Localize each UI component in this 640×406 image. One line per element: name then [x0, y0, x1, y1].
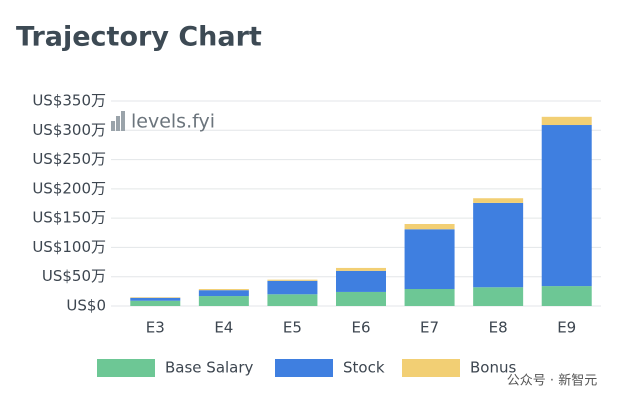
y-tick-label: US$350万	[32, 92, 106, 110]
bar-segment	[130, 297, 181, 301]
x-tick-label: E3	[146, 319, 165, 337]
y-tick-label: US$150万	[32, 209, 106, 227]
legend-label: Stock	[343, 359, 385, 377]
y-tick-label: US$50万	[42, 267, 106, 285]
legend-swatch	[275, 359, 333, 377]
y-tick-label: US$250万	[32, 150, 106, 168]
chart-title: Trajectory Chart	[16, 22, 262, 53]
bar-segment	[404, 229, 455, 290]
y-tick-label: US$300万	[32, 121, 106, 139]
x-tick-label: E7	[420, 319, 439, 337]
bar-segment	[541, 116, 592, 126]
bar-segment	[130, 300, 181, 306]
bar-segment	[473, 202, 524, 288]
x-tick-label: E8	[489, 319, 508, 337]
bar-segment	[198, 290, 249, 297]
x-tick-label: E6	[351, 319, 370, 337]
legend-swatch	[402, 359, 460, 377]
bar-segment	[404, 289, 455, 306]
bar-segment	[267, 279, 318, 281]
bar-segment	[130, 297, 181, 298]
bar-segment	[473, 198, 524, 203]
legend-label: Bonus	[470, 359, 516, 377]
y-tick-label: US$200万	[32, 179, 106, 197]
legend-label: Base Salary	[165, 359, 254, 377]
bar-segment	[404, 224, 455, 230]
bar-segment	[198, 289, 249, 291]
legend-swatch	[97, 359, 155, 377]
y-tick-label: US$100万	[32, 238, 106, 256]
bar-segment	[336, 270, 386, 292]
x-tick-label: E4	[214, 319, 233, 337]
logo	[111, 111, 125, 131]
y-tick-label: US$0	[66, 297, 106, 315]
bar-segment	[267, 294, 318, 306]
watermark: levels.fyi	[131, 111, 215, 133]
source-watermark: 公众号 · 新智元	[507, 373, 597, 389]
bar-segment	[267, 280, 318, 295]
x-tick-label: E9	[557, 319, 576, 337]
x-tick-label: E5	[283, 319, 302, 337]
bar-segment	[198, 296, 249, 306]
bar-segment	[336, 291, 386, 306]
bar-segment	[336, 267, 386, 271]
bar-segment	[473, 287, 524, 306]
bar-segment	[541, 125, 592, 287]
bar-segment	[541, 286, 592, 306]
